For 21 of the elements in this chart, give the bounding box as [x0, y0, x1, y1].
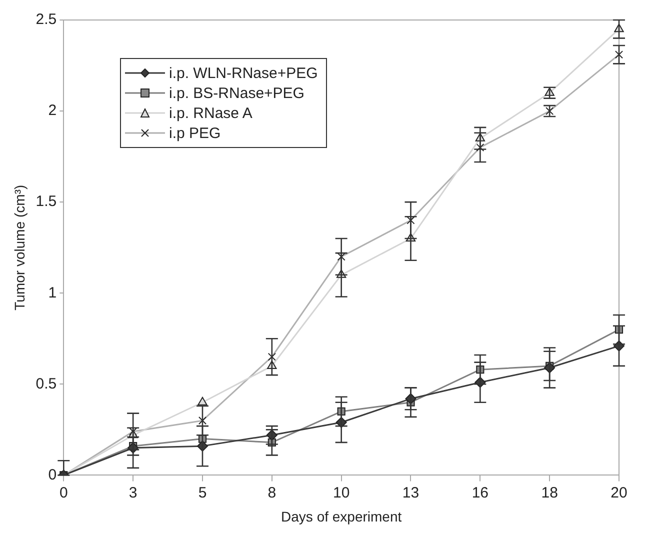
y-axis-title: Tumor volume (cm³) — [11, 184, 28, 310]
x-tick-label: 13 — [402, 484, 420, 502]
y-tick-label: 1.5 — [36, 193, 57, 210]
x-axis-title: Days of experiment — [281, 508, 402, 524]
legend-label: i.p. RNase A — [169, 104, 252, 122]
y-tick-label: 1 — [48, 284, 57, 302]
x-tick-label: 0 — [59, 484, 68, 502]
y-tick-label: 2.5 — [36, 11, 57, 28]
x-tick-label: 5 — [198, 484, 207, 502]
y-tick-label: 0.5 — [36, 375, 57, 392]
y-tick-label: 0 — [48, 466, 57, 484]
x-tick-label: 10 — [332, 484, 350, 502]
x-tick-label: 8 — [268, 484, 276, 502]
y-tick-label: 2 — [48, 102, 57, 120]
legend-label: i.p PEG — [169, 124, 221, 142]
legend-label: i.p. WLN-RNase+PEG — [169, 64, 318, 82]
x-tick-label: 16 — [472, 484, 489, 502]
x-tick-label: 20 — [610, 484, 628, 502]
x-tick-label: 3 — [128, 484, 138, 502]
legend-label: i.p. BS-RNase+PEG — [169, 84, 304, 102]
x-tick-label: 18 — [541, 484, 558, 502]
